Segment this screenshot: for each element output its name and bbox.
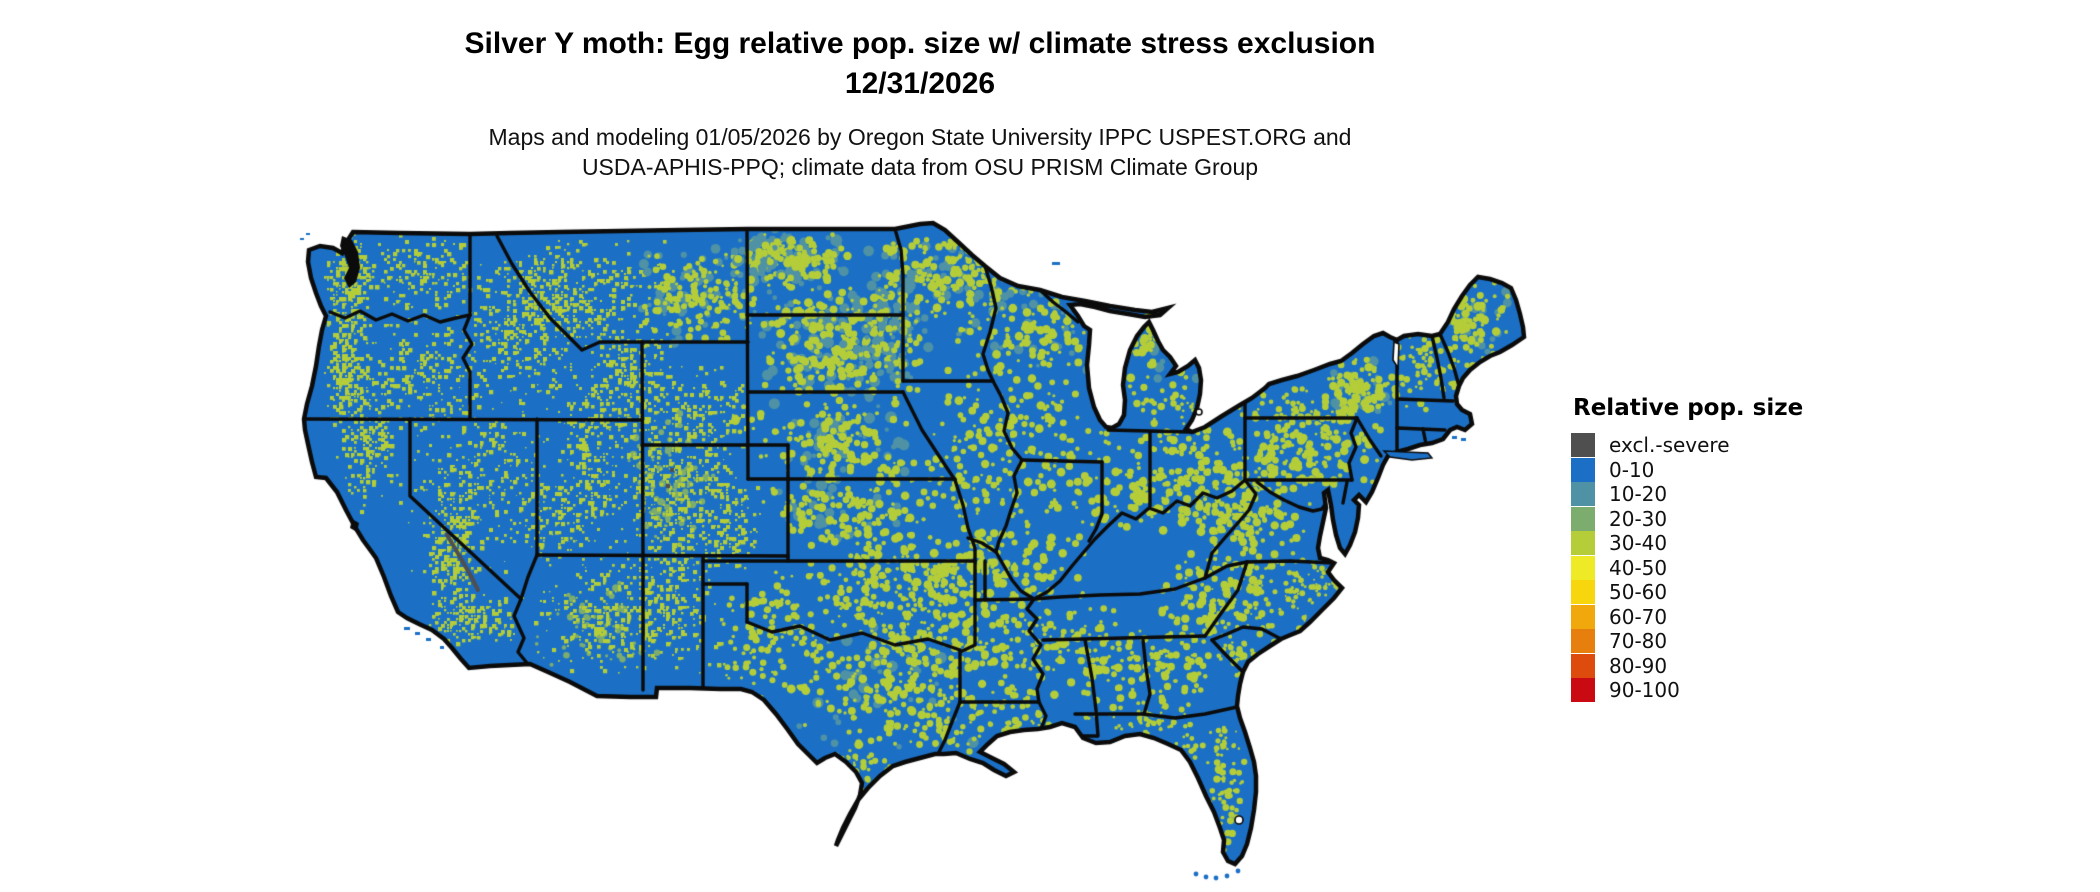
legend-item: excl.-severe xyxy=(1571,433,1871,458)
legend-swatch xyxy=(1571,506,1595,531)
legend-swatch xyxy=(1571,531,1595,556)
legend-item-label: 50-60 xyxy=(1609,580,1668,605)
legend-swatch xyxy=(1571,629,1595,654)
legend-item-label: 80-90 xyxy=(1609,653,1668,678)
legend: Relative pop. size excl.-severe 0-10 10-20… xyxy=(1571,395,1871,703)
legend-item: 80-90 xyxy=(1571,653,1871,679)
legend-item: 60-70 xyxy=(1571,604,1871,630)
legend-item: 90-100 xyxy=(1571,678,1871,703)
legend-item-label: 60-70 xyxy=(1609,604,1668,629)
legend-swatch xyxy=(1571,653,1595,678)
legend-item: 10-20 xyxy=(1571,482,1871,507)
legend-item-label: 70-80 xyxy=(1609,629,1668,654)
legend-item: 50-60 xyxy=(1571,580,1871,605)
subtitle-line-1: Maps and modeling 01/05/2026 by Oregon S… xyxy=(488,124,1352,150)
chart-title: Silver Y moth: Egg relative pop. size w/… xyxy=(220,24,1620,104)
legend-item-label: excl.-severe xyxy=(1609,433,1730,458)
legend-title: Relative pop. size xyxy=(1573,395,1804,421)
legend-item-label: 30-40 xyxy=(1609,531,1668,556)
legend-item: 0-10 xyxy=(1571,457,1871,483)
legend-item-label: 40-50 xyxy=(1609,555,1668,580)
legend-item-label: 20-30 xyxy=(1609,506,1668,531)
legend-swatch xyxy=(1571,580,1595,605)
legend-item: 70-80 xyxy=(1571,629,1871,654)
legend-item: 40-50 xyxy=(1571,555,1871,581)
legend-swatch xyxy=(1571,482,1595,507)
legend-swatch xyxy=(1571,457,1595,482)
legend-item-label: 10-20 xyxy=(1609,482,1668,507)
legend-swatch xyxy=(1571,555,1595,580)
legend-item-label: 0-10 xyxy=(1609,457,1655,482)
subtitle-line-2: USDA-APHIS-PPQ; climate data from OSU PR… xyxy=(581,154,1259,180)
chart-subtitle: Maps and modeling 01/05/2026 by Oregon S… xyxy=(220,122,1620,182)
title-line-1: Silver Y moth: Egg relative pop. size w/… xyxy=(464,27,1376,60)
legend-item: 20-30 xyxy=(1571,506,1871,532)
legend-item: 30-40 xyxy=(1571,531,1871,556)
legend-swatch xyxy=(1571,604,1595,629)
title-line-2: 12/31/2026 xyxy=(844,67,996,100)
legend-rows: excl.-severe 0-10 10-20 20-30 30-40 40-50 50-6… xyxy=(1571,433,1871,703)
legend-swatch xyxy=(1571,433,1595,458)
legend-item-label: 90-100 xyxy=(1609,678,1680,703)
legend-swatch xyxy=(1571,678,1595,703)
